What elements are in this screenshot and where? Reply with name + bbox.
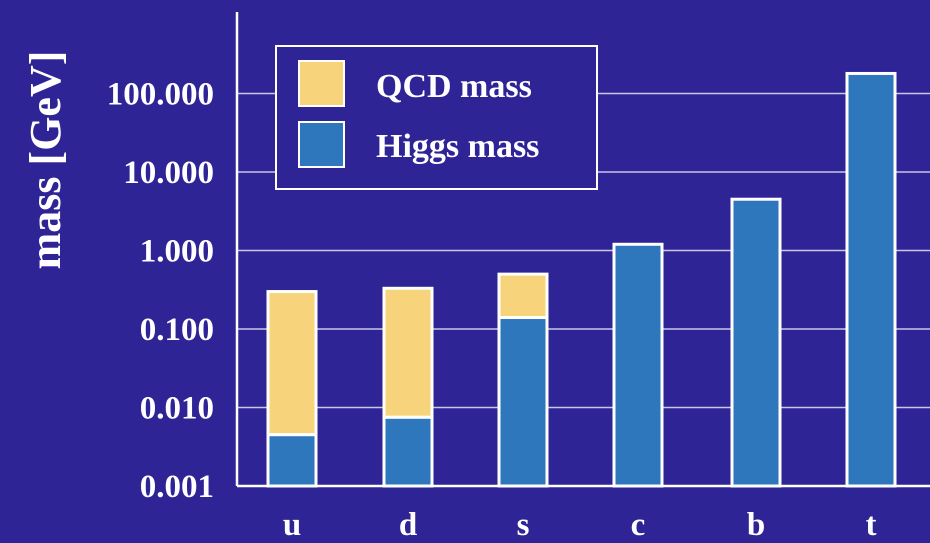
bar-higgs-d bbox=[382, 415, 434, 488]
x-tick-label-b: b bbox=[747, 507, 765, 543]
bars bbox=[266, 71, 897, 488]
y-tick-label: 0.010 bbox=[140, 391, 214, 427]
legend: QCD mass Higgs mass bbox=[275, 45, 598, 190]
bar-higgs-b bbox=[730, 197, 782, 488]
y-tick-label: 0.001 bbox=[140, 469, 214, 505]
y-tick-label: 100.000 bbox=[107, 77, 214, 113]
bar-higgs-t bbox=[845, 71, 897, 488]
bar-higgs-c bbox=[612, 242, 664, 488]
x-tick-label-u: u bbox=[283, 507, 301, 543]
x-tick-label-d: d bbox=[399, 507, 417, 543]
x-tick-label-t: t bbox=[866, 507, 877, 543]
legend-label-qcd: QCD mass bbox=[376, 68, 532, 105]
y-tick-label: 0.100 bbox=[140, 312, 214, 348]
legend-swatch-qcd bbox=[298, 60, 345, 107]
y-axis-label: mass [GeV] bbox=[21, 51, 70, 270]
bar-qcd-d bbox=[382, 286, 434, 419]
bar-higgs-s bbox=[497, 316, 549, 488]
legend-label-higgs: Higgs mass bbox=[376, 128, 539, 165]
bar-qcd-s bbox=[497, 272, 549, 320]
bar-higgs-u bbox=[266, 433, 318, 488]
legend-swatch-higgs bbox=[298, 121, 345, 168]
y-tick-labels: 0.001 0.010 0.100 1.000 10.000 100.000 bbox=[107, 77, 214, 506]
y-tick-label: 1.000 bbox=[140, 234, 214, 270]
x-tick-label-c: c bbox=[631, 507, 646, 543]
bar-qcd-u bbox=[266, 290, 318, 437]
y-tick-label: 10.000 bbox=[123, 155, 214, 191]
x-tick-label-s: s bbox=[517, 507, 530, 543]
